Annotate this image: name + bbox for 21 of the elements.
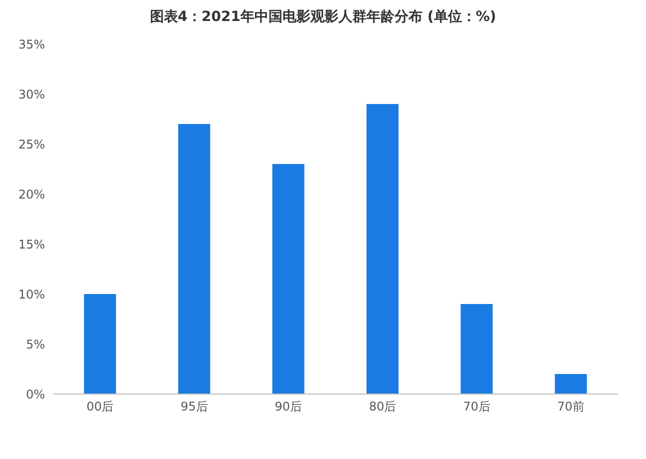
y-tick-label: 5%: [26, 337, 45, 352]
y-tick-label: 25%: [18, 137, 45, 152]
bar: [460, 304, 493, 394]
y-tick-label: 30%: [18, 87, 45, 102]
y-tick-label: 0%: [26, 387, 45, 402]
x-tick-label: 00后: [86, 400, 114, 414]
bar: [366, 104, 398, 394]
x-tick-label: 80后: [368, 400, 396, 414]
y-tick-label: 15%: [18, 237, 45, 252]
x-tick-label: 70后: [463, 400, 490, 414]
bar: [178, 124, 210, 394]
y-tick-label: 35%: [18, 37, 45, 52]
x-tick-label: 95后: [180, 400, 208, 414]
y-tick-label: 10%: [18, 287, 45, 302]
bar: [272, 164, 304, 394]
bar: [84, 294, 116, 394]
bar: [554, 374, 587, 394]
x-tick-label: 70前: [557, 400, 585, 414]
y-tick-label: 20%: [18, 187, 45, 202]
chart-title: 图表4：2021年中国电影观影人群年龄分布 (单位：%): [148, 8, 498, 26]
x-tick-label: 90后: [274, 400, 302, 414]
